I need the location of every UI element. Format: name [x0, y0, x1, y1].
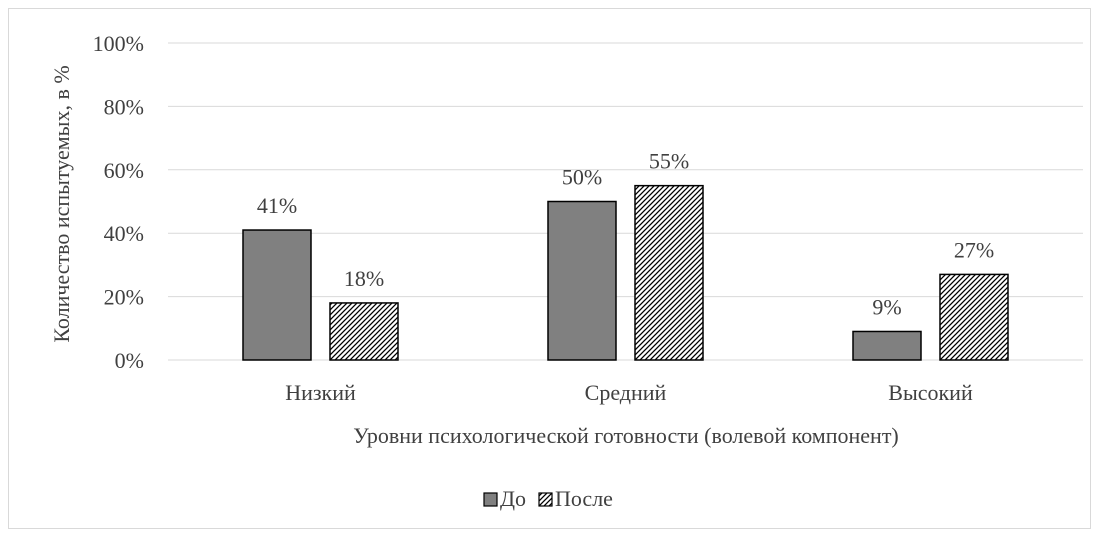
data-label: 18%	[344, 266, 384, 291]
y-tick-labels: 0% 20% 40% 60% 80% 100%	[93, 31, 144, 373]
y-tick-label: 100%	[93, 31, 144, 56]
y-tick-label: 80%	[104, 94, 144, 119]
data-labels: 41% 18% 50% 55% 9% 27%	[257, 149, 994, 320]
bar	[852, 330, 922, 361]
y-tick-label: 0%	[115, 348, 144, 373]
x-tick-label: Средний	[585, 380, 667, 405]
x-tick-label: Низкий	[285, 380, 356, 405]
bar	[939, 273, 1009, 361]
bar	[242, 229, 312, 361]
legend-label: После	[555, 486, 613, 511]
data-label: 41%	[257, 193, 297, 218]
y-tick-label: 60%	[104, 158, 144, 183]
x-tick-label: Высокий	[888, 380, 973, 405]
y-tick-label: 20%	[104, 285, 144, 310]
y-axis-title: Количество испытуемых, в %	[49, 65, 74, 342]
bars	[242, 184, 1009, 361]
gridlines	[168, 42, 1083, 361]
legend-label: До	[500, 486, 526, 511]
data-label: 55%	[649, 149, 689, 174]
data-label: 9%	[872, 294, 901, 319]
legend-swatch	[538, 492, 553, 507]
bar	[547, 200, 617, 361]
legend-swatch	[483, 492, 498, 507]
legend: До После	[483, 486, 613, 511]
data-label: 50%	[562, 165, 602, 190]
bar	[329, 302, 399, 361]
data-label: 27%	[954, 237, 994, 262]
bar	[634, 184, 704, 361]
y-tick-label: 40%	[104, 221, 144, 246]
x-tick-labels: Низкий Средний Высокий	[285, 380, 973, 405]
chart-area-border	[8, 8, 1091, 529]
x-axis-title: Уровни психологической готовности (волев…	[353, 423, 899, 448]
